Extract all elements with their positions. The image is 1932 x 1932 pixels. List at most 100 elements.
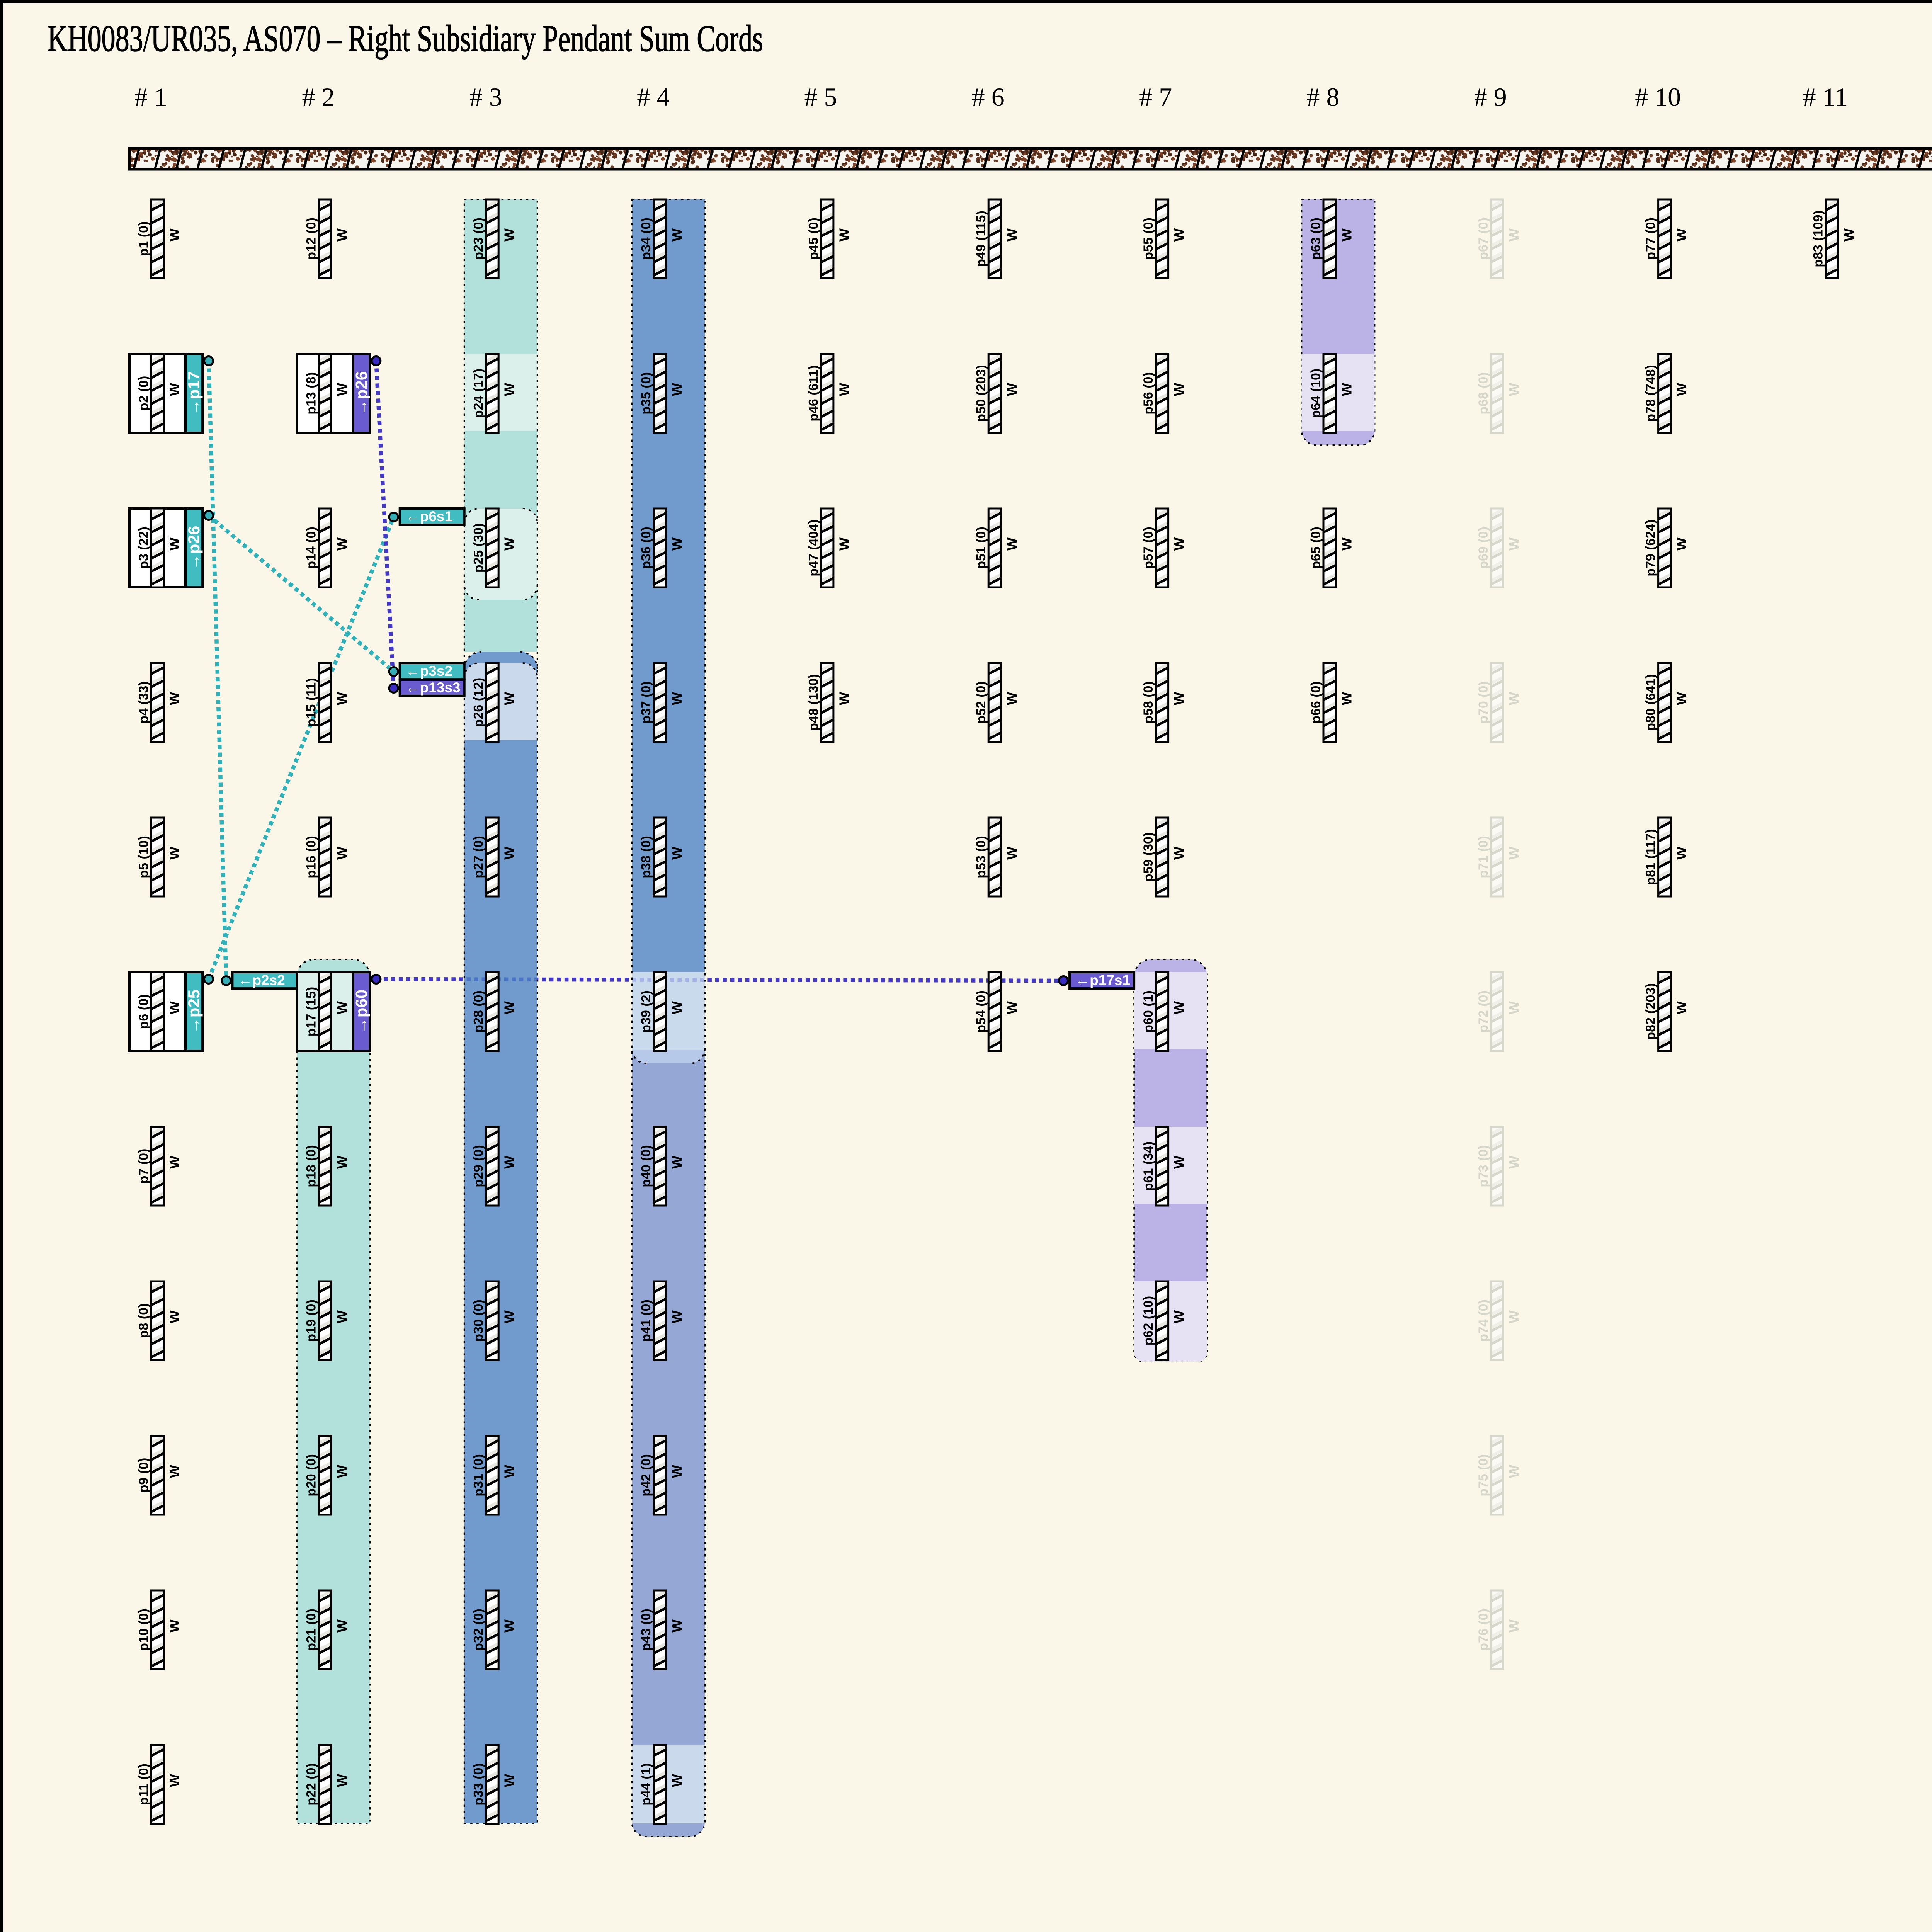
svg-text:p25 (30): p25 (30) (471, 523, 486, 573)
svg-text:W: W (502, 1310, 517, 1323)
svg-text:p67 (0): p67 (0) (1476, 218, 1491, 260)
svg-text:W: W (167, 383, 182, 396)
svg-text:p65 (0): p65 (0) (1309, 527, 1323, 569)
svg-text:p59 (30): p59 (30) (1141, 832, 1156, 882)
svg-text:p15 (11): p15 (11) (304, 678, 318, 727)
svg-text:p58 (0): p58 (0) (1141, 681, 1156, 724)
svg-text:→p26: →p26 (185, 526, 203, 570)
svg-text:W: W (167, 537, 182, 551)
svg-text:W: W (836, 228, 852, 242)
svg-text:p39 (2): p39 (2) (639, 990, 653, 1033)
svg-text:p74 (0): p74 (0) (1476, 1299, 1491, 1342)
svg-text:p35 (0): p35 (0) (639, 372, 653, 415)
svg-text:p16 (0): p16 (0) (304, 836, 318, 878)
svg-text:p7 (0): p7 (0) (136, 1149, 151, 1184)
svg-text:W: W (1004, 228, 1020, 242)
svg-text:W: W (167, 692, 182, 705)
svg-text:p79 (624): p79 (624) (1643, 519, 1658, 576)
svg-text:W: W (1506, 537, 1522, 551)
svg-text:W: W (502, 847, 517, 860)
svg-text:W: W (167, 1310, 182, 1323)
svg-text:W: W (669, 228, 685, 242)
svg-text:p28 (0): p28 (0) (471, 990, 486, 1033)
svg-text:p33 (0): p33 (0) (471, 1763, 486, 1806)
svg-text:W: W (1673, 228, 1689, 242)
svg-text:p45 (0): p45 (0) (806, 218, 821, 260)
svg-text:W: W (334, 537, 350, 551)
svg-text:p78 (748): p78 (748) (1643, 365, 1658, 422)
svg-text:W: W (836, 383, 852, 396)
svg-text:p43 (0): p43 (0) (639, 1609, 653, 1651)
svg-text:W: W (334, 692, 350, 705)
svg-text:W: W (1339, 228, 1355, 242)
svg-text:W: W (167, 1619, 182, 1633)
svg-text:W: W (1171, 383, 1187, 396)
svg-text:W: W (1506, 1156, 1522, 1169)
svg-text:p20 (0): p20 (0) (304, 1454, 318, 1497)
svg-text:W: W (502, 537, 517, 551)
svg-text:W: W (502, 228, 517, 242)
svg-text:p69 (0): p69 (0) (1476, 527, 1491, 569)
svg-text:W: W (334, 1001, 350, 1014)
svg-text:KH0083/UR035, AS070 – Right Su: KH0083/UR035, AS070 – Right Subsidiary P… (48, 18, 763, 59)
svg-text:p9 (0): p9 (0) (136, 1458, 151, 1493)
svg-text:p80 (641): p80 (641) (1643, 674, 1658, 731)
svg-text:W: W (669, 1619, 685, 1633)
svg-text:W: W (1673, 692, 1689, 705)
svg-text:p44 (1): p44 (1) (639, 1763, 653, 1806)
svg-text:W: W (1673, 383, 1689, 396)
svg-text:W: W (1171, 692, 1187, 705)
svg-text:p6 (0): p6 (0) (136, 994, 151, 1029)
svg-text:W: W (1171, 537, 1187, 551)
svg-text:p14 (0): p14 (0) (304, 527, 318, 569)
svg-text:W: W (1506, 1465, 1522, 1478)
svg-text:←p3s2: ←p3s2 (406, 663, 452, 679)
svg-text:W: W (167, 1156, 182, 1169)
svg-text:W: W (836, 692, 852, 705)
svg-text:W: W (1673, 537, 1689, 551)
svg-text:W: W (1506, 847, 1522, 860)
svg-text:W: W (334, 1774, 350, 1787)
svg-text:# 9: # 9 (1474, 82, 1507, 112)
svg-text:W: W (334, 1619, 350, 1633)
svg-text:p75 (0): p75 (0) (1476, 1454, 1491, 1497)
svg-text:# 8: # 8 (1307, 82, 1340, 112)
svg-text:W: W (334, 1156, 350, 1169)
svg-text:W: W (502, 692, 517, 705)
svg-text:p42 (0): p42 (0) (639, 1454, 653, 1497)
svg-text:p5 (10): p5 (10) (136, 836, 151, 878)
svg-text:p29 (0): p29 (0) (471, 1145, 486, 1187)
svg-text:p47 (404): p47 (404) (806, 519, 821, 576)
svg-text:p50 (203): p50 (203) (974, 365, 988, 422)
svg-text:p1 (0): p1 (0) (136, 221, 151, 257)
svg-text:p17 (15): p17 (15) (304, 987, 318, 1037)
svg-text:W: W (1004, 692, 1020, 705)
svg-text:W: W (1171, 1001, 1187, 1014)
svg-text:W: W (1004, 537, 1020, 551)
svg-text:p72 (0): p72 (0) (1476, 990, 1491, 1033)
svg-text:p70 (0): p70 (0) (1476, 681, 1491, 724)
svg-text:W: W (836, 537, 852, 551)
svg-text:# 4: # 4 (637, 82, 670, 112)
svg-text:p56 (0): p56 (0) (1141, 372, 1156, 415)
svg-text:p3 (22): p3 (22) (136, 527, 151, 569)
svg-text:W: W (1506, 1001, 1522, 1014)
svg-text:p10 (0): p10 (0) (136, 1609, 151, 1651)
svg-text:W: W (1506, 228, 1522, 242)
svg-text:p40 (0): p40 (0) (639, 1145, 653, 1187)
svg-text:W: W (502, 1156, 517, 1169)
svg-text:p22 (0): p22 (0) (304, 1763, 318, 1806)
svg-text:W: W (502, 1619, 517, 1633)
svg-text:W: W (1171, 228, 1187, 242)
svg-text:p62 (10): p62 (10) (1141, 1296, 1156, 1346)
svg-text:p27 (0): p27 (0) (471, 836, 486, 878)
svg-text:W: W (334, 383, 350, 396)
svg-text:p63 (0): p63 (0) (1309, 218, 1323, 260)
svg-text:p8 (0): p8 (0) (136, 1303, 151, 1338)
svg-text:p23 (0): p23 (0) (471, 218, 486, 260)
svg-text:p31 (0): p31 (0) (471, 1454, 486, 1497)
svg-text:W: W (167, 228, 182, 242)
svg-text:p21 (0): p21 (0) (304, 1609, 318, 1651)
svg-text:→p17: →p17 (185, 371, 203, 415)
svg-text:p26 (12): p26 (12) (471, 678, 486, 728)
